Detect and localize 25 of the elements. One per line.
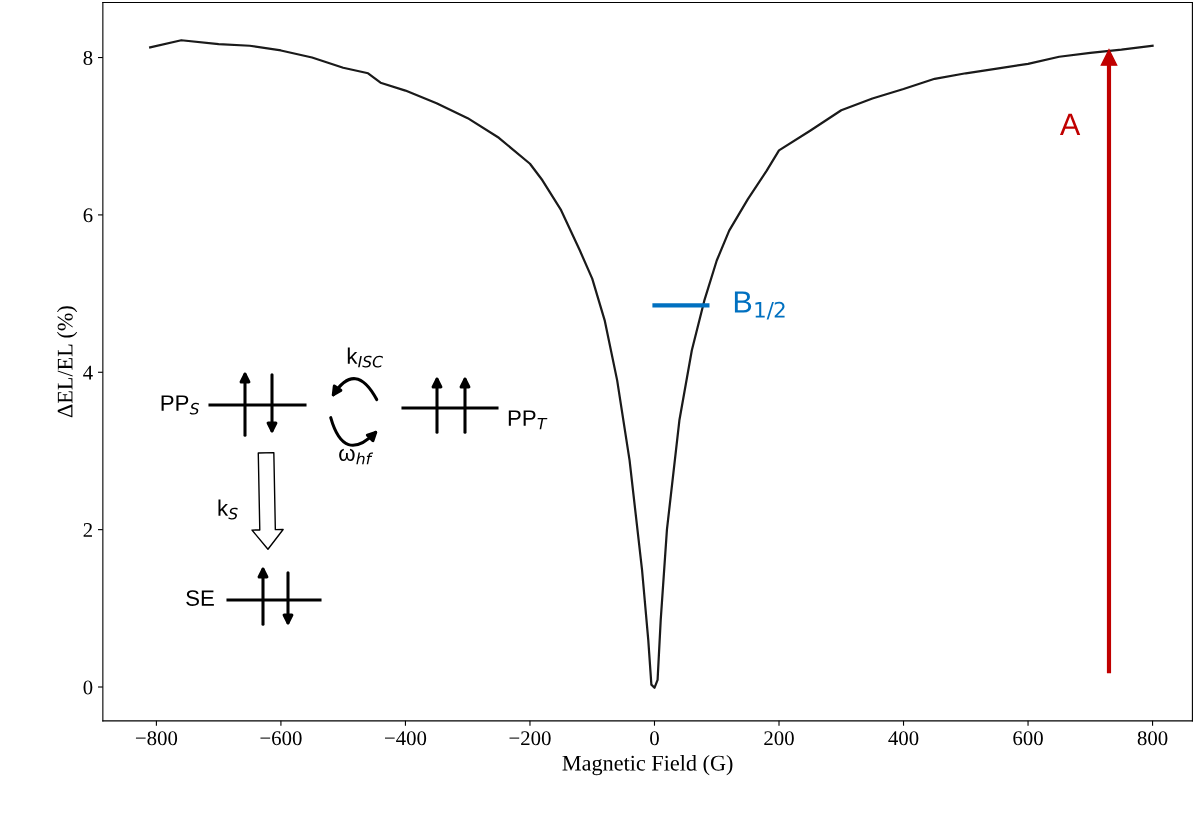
x-tick-label: −200 xyxy=(509,731,551,746)
series-label: A xyxy=(1059,113,1081,135)
annotation: k$_{S}$ xyxy=(218,499,238,520)
annotation: ω$_{hf}$ xyxy=(339,448,374,465)
annotation: PP$_{T}$ xyxy=(508,410,548,430)
annotation: PP$_{S}$ xyxy=(161,395,200,415)
x-tick-label: −400 xyxy=(384,731,427,746)
annotation: k$_{ISC}$ xyxy=(347,347,383,368)
x-tick-label: −800 xyxy=(135,731,178,746)
x-axis-title: Magnetic Field (G) xyxy=(562,755,733,776)
y-tick-label: 0 xyxy=(83,680,93,695)
x-tick-label: 400 xyxy=(888,731,919,746)
y-tick-label: 2 xyxy=(83,523,92,537)
line-series xyxy=(149,39,1154,689)
x-tick-label: 800 xyxy=(1137,731,1168,746)
x-tick-label: 600 xyxy=(1013,731,1043,746)
annotation: SE xyxy=(186,590,214,606)
x-tick-label: 200 xyxy=(764,731,794,746)
series-label: B$_{1/2}$ xyxy=(734,291,785,320)
y-tick-label: 6 xyxy=(83,208,93,223)
y-tick-label: 4 xyxy=(83,365,93,380)
x-tick-label: −600 xyxy=(260,731,302,746)
x-tick-label: 0 xyxy=(650,731,659,746)
y-axis-title: ΔEL/EL (%) xyxy=(57,306,78,418)
y-tick-label: 8 xyxy=(83,50,93,65)
